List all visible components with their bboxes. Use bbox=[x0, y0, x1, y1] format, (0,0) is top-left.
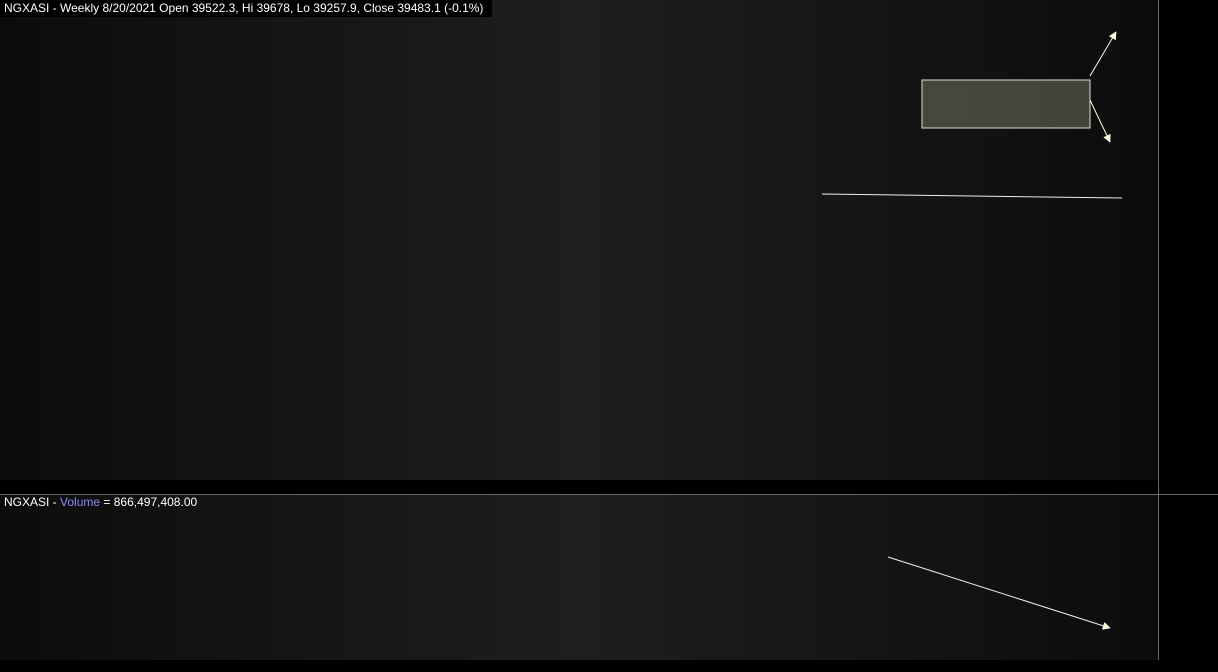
volume-series-name: Volume bbox=[60, 495, 100, 509]
arrow-down bbox=[1089, 99, 1111, 143]
volume-title: NGXASI - Volume = 866,497,408.00 bbox=[4, 495, 197, 509]
annotations bbox=[821, 31, 1123, 630]
price-pane bbox=[0, 0, 1158, 480]
volume-readout: = 866,497,408.00 bbox=[103, 495, 197, 509]
x-axis-band bbox=[0, 480, 1158, 494]
support-line bbox=[821, 193, 1123, 199]
volume-ticker: NGXASI - bbox=[4, 495, 57, 509]
volume-pane bbox=[0, 495, 1158, 660]
arrow-up bbox=[1089, 31, 1117, 77]
range-box bbox=[921, 79, 1091, 129]
volume-trend-line bbox=[887, 556, 1111, 630]
chart-title: NGXASI - Weekly 8/20/2021 Open 39522.3, … bbox=[4, 1, 483, 15]
title-bg bbox=[0, 0, 492, 17]
